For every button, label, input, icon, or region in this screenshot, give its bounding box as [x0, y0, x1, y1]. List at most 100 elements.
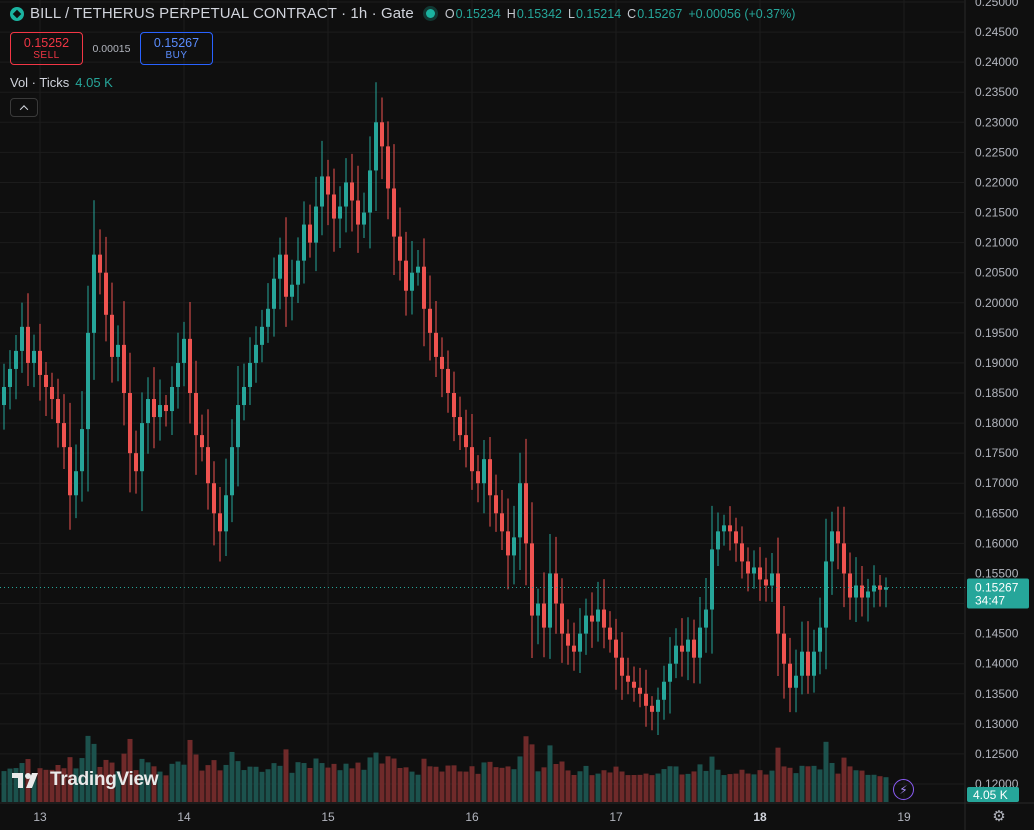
candle-body: [854, 585, 858, 598]
volume-bar: [871, 774, 877, 802]
candle-body: [392, 188, 396, 237]
volume-badge: [967, 787, 1019, 802]
volume-bar: [859, 770, 865, 802]
y-tick-label: 0.18500: [975, 386, 1019, 400]
candle-body: [830, 531, 834, 562]
volume-bar: [679, 774, 685, 802]
change-value: +0.00056 (+0.37%): [688, 6, 796, 21]
y-tick-label: 0.15500: [975, 566, 1019, 580]
volume-bar: [55, 764, 61, 802]
volume-bar: [151, 766, 157, 802]
volume-bar: [253, 766, 259, 802]
volume-bar: [283, 749, 289, 802]
candle-body: [632, 681, 636, 688]
chart-header: BILL / TETHERUS PERPETUAL CONTRACT · 1h …: [10, 5, 795, 22]
candle-body: [68, 447, 72, 496]
candle-body: [476, 471, 480, 484]
volume-bar: [391, 758, 397, 802]
volume-bar: [877, 776, 883, 802]
candle-body: [218, 513, 222, 532]
candle-body: [338, 206, 342, 219]
x-tick-label: 13: [33, 810, 47, 824]
sell-price: 0.15252: [23, 35, 70, 50]
x-tick-label: 15: [321, 810, 335, 824]
candle-body: [644, 693, 648, 706]
volume-bar: [403, 767, 409, 802]
symbol-title[interactable]: BILL / TETHERUS PERPETUAL CONTRACT · 1h …: [30, 5, 414, 22]
y-tick-label: 0.18000: [975, 416, 1019, 430]
candle-body: [824, 561, 828, 628]
candle-body: [50, 386, 54, 400]
candle-body: [260, 326, 264, 345]
volume-bar: [1, 771, 7, 802]
candle-body: [584, 615, 588, 634]
y-tick-label: 0.24500: [975, 25, 1019, 39]
candle-body: [182, 338, 186, 363]
candle-body: [464, 435, 468, 448]
y-tick-label: 0.20500: [975, 266, 1019, 280]
y-tick-label: 0.20000: [975, 296, 1019, 310]
candle-body: [380, 122, 384, 147]
candle-body: [740, 543, 744, 562]
candle-body: [398, 236, 402, 261]
volume-bar: [277, 765, 283, 802]
volume-bar: [367, 757, 373, 802]
candle-body: [284, 254, 288, 297]
low-label: L: [568, 6, 575, 21]
candle-body: [86, 332, 90, 430]
candle-body: [128, 393, 132, 454]
chevron-up-icon[interactable]: [10, 98, 38, 117]
candle-body: [512, 537, 516, 556]
candle-body: [674, 645, 678, 664]
candle-body: [578, 633, 582, 652]
candle-body: [650, 705, 654, 712]
settings-gear-icon[interactable]: ⚙: [992, 808, 1006, 825]
candle-body: [770, 573, 774, 586]
volume-bar: [661, 769, 667, 802]
sell-button[interactable]: 0.15252 SELL: [10, 32, 83, 65]
candle-body: [344, 182, 348, 207]
y-tick-label: 0.23000: [975, 115, 1019, 129]
candle-body: [554, 573, 558, 604]
candle-body: [2, 386, 6, 406]
candle-body: [170, 386, 174, 412]
volume-legend[interactable]: Vol · Ticks 4.05 K: [10, 75, 113, 90]
candle-body: [488, 459, 492, 496]
volume-bar: [193, 754, 199, 802]
candle-body: [668, 663, 672, 682]
candle-body: [440, 356, 444, 369]
candle-body: [596, 609, 600, 622]
y-tick-label: 0.19500: [975, 326, 1019, 340]
y-tick-label: 0.13000: [975, 717, 1019, 731]
lightning-icon[interactable]: ⚡: [893, 779, 914, 800]
volume-bar: [49, 769, 55, 802]
volume-bar: [823, 741, 829, 802]
candle-body: [842, 543, 846, 574]
candle-body: [680, 645, 684, 652]
y-tick-label: 0.14000: [975, 657, 1019, 671]
volume-bar: [703, 770, 709, 802]
candle-body: [608, 627, 612, 640]
candle-body: [506, 531, 510, 556]
candle-body: [614, 639, 618, 658]
candle-body: [602, 609, 606, 628]
volume-bar: [97, 766, 103, 802]
y-tick-label: 0.21000: [975, 236, 1019, 250]
tradingview-logo[interactable]: TradingView: [12, 769, 159, 791]
volume-bar: [613, 766, 619, 802]
open-label: O: [444, 6, 455, 21]
candle-body: [482, 459, 486, 484]
candle-body: [38, 350, 42, 375]
volume-bar: [601, 770, 607, 802]
candle-body: [404, 260, 408, 291]
volume-bar: [547, 745, 553, 802]
candle-body: [152, 399, 156, 418]
candle-body: [764, 579, 768, 586]
candle-body: [812, 651, 816, 676]
volume-bar: [7, 768, 13, 802]
volume-bar: [139, 758, 145, 802]
candle-body: [704, 609, 708, 628]
volume-bar: [451, 765, 457, 802]
buy-button[interactable]: 0.15267 BUY: [140, 32, 213, 65]
